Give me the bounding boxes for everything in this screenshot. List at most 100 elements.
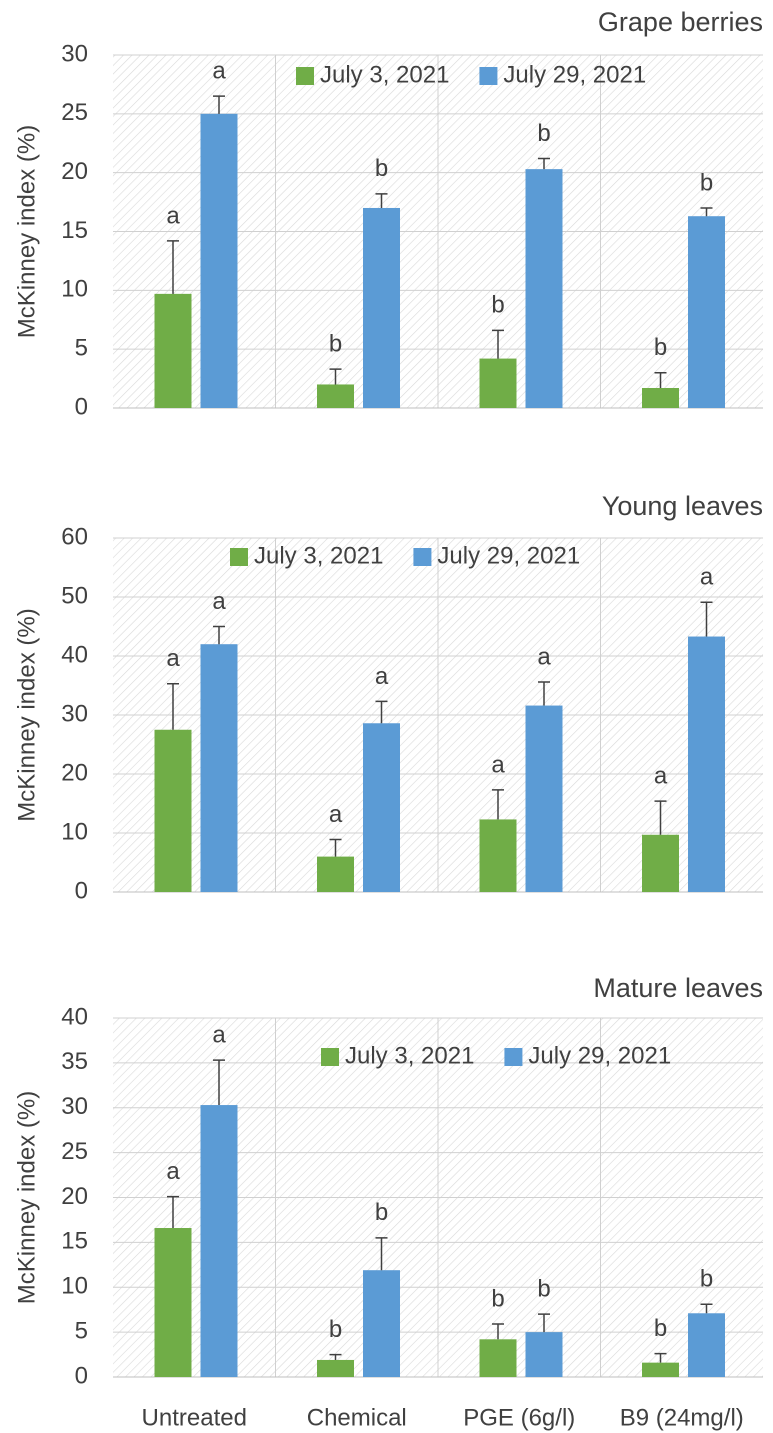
legend-swatch — [321, 1048, 339, 1066]
error-bar — [329, 368, 342, 385]
significance-letter: b — [700, 1266, 713, 1293]
y-tick-label: 60 — [61, 523, 88, 550]
y-tick-label: 50 — [61, 582, 88, 609]
y-tick-label: 40 — [61, 641, 88, 668]
y-tick-label: 15 — [61, 217, 88, 244]
significance-letter: a — [212, 58, 226, 85]
error-bar — [492, 789, 504, 820]
bar — [479, 358, 517, 408]
y-tick-label: 10 — [61, 1273, 88, 1300]
y-axis-label: McKinney index (%) — [13, 1091, 40, 1304]
error-bar — [538, 157, 550, 170]
error-bar — [538, 681, 550, 706]
error-bar — [375, 1237, 388, 1271]
legend-label: July 3, 2021 — [345, 1042, 474, 1069]
y-axis-label: McKinney index (%) — [13, 608, 40, 821]
error-bar — [700, 207, 713, 217]
significance-letter: b — [329, 1316, 342, 1343]
y-tick-label: 30 — [61, 700, 88, 727]
bar — [363, 207, 400, 408]
bar — [154, 729, 192, 892]
bar — [642, 834, 679, 892]
bar — [479, 819, 517, 892]
significance-letter: b — [491, 292, 504, 319]
significance-letter: b — [700, 169, 713, 196]
bar — [154, 293, 192, 408]
y-tick-label: 20 — [61, 158, 88, 185]
significance-letter: a — [537, 643, 551, 670]
y-tick-label: 25 — [61, 99, 88, 126]
x-tick-label: B9 (24mg/l) — [620, 1404, 744, 1431]
error-bar — [213, 1059, 225, 1106]
chart: Mature leaves McKinney index (%) 0 5 10 15 20 2… — [13, 973, 763, 1431]
bar — [688, 1313, 725, 1377]
chart: Grape berries McKinney index (%) 0 5 10 15 20 2… — [13, 7, 763, 420]
y-tick-label: 0 — [75, 877, 88, 904]
significance-letter: b — [537, 120, 550, 147]
y-tick-label: 0 — [75, 393, 88, 420]
bar — [317, 1359, 354, 1377]
y-axis-label: McKinney index (%) — [13, 125, 40, 338]
legend-label: July 29, 2021 — [437, 542, 580, 569]
significance-letter: a — [166, 645, 180, 672]
error-bar — [167, 682, 179, 730]
bar — [363, 723, 400, 892]
y-tick-label: 10 — [61, 818, 88, 845]
chart-title: Mature leaves — [593, 973, 763, 1003]
bar — [525, 705, 563, 892]
bar — [479, 1339, 517, 1377]
error-bar — [700, 601, 713, 637]
bar — [688, 636, 725, 892]
error-bar — [654, 800, 667, 835]
bar — [525, 1332, 563, 1377]
bar — [154, 1228, 192, 1377]
legend-label: July 3, 2021 — [254, 542, 383, 569]
significance-letter: a — [212, 1022, 226, 1049]
error-bar — [213, 625, 225, 645]
legend-swatch — [413, 548, 432, 566]
legend-swatch — [479, 67, 498, 85]
y-tick-label: 25 — [61, 1138, 88, 1165]
y-tick-label: 40 — [61, 1003, 88, 1030]
chart-title: Young leaves — [602, 491, 763, 521]
significance-letter: a — [166, 1158, 180, 1185]
error-bar — [654, 1352, 667, 1363]
significance-letter: a — [166, 202, 180, 229]
bar — [642, 387, 679, 408]
significance-letter: a — [375, 663, 389, 690]
error-bar — [167, 1195, 179, 1229]
bar — [200, 644, 238, 892]
significance-letter: a — [654, 762, 668, 789]
significance-letter: b — [329, 331, 342, 358]
y-tick-label: 30 — [61, 1093, 88, 1120]
significance-letter: b — [654, 334, 667, 361]
chart: Young leaves McKinney index (%) 0 10 20 30 40 5… — [13, 491, 763, 904]
significance-letter: a — [700, 564, 714, 591]
y-tick-label: 5 — [75, 1317, 88, 1344]
bar — [642, 1362, 679, 1377]
x-tick-label: Untreated — [142, 1404, 247, 1431]
error-bar — [700, 1303, 713, 1314]
significance-letter: b — [375, 1199, 388, 1226]
significance-letter: a — [212, 588, 226, 615]
y-tick-label: 5 — [75, 335, 88, 362]
bar — [688, 216, 725, 408]
x-tick-label: PGE (6g/l) — [463, 1404, 575, 1431]
significance-letter: b — [375, 155, 388, 182]
error-bar — [654, 371, 667, 388]
y-tick-label: 35 — [61, 1048, 88, 1075]
significance-letter: b — [654, 1315, 667, 1342]
legend-label: July 29, 2021 — [528, 1042, 671, 1069]
legend-swatch — [230, 548, 248, 566]
bar — [363, 1270, 400, 1377]
error-bar — [492, 329, 504, 359]
bar — [317, 384, 354, 408]
bar — [525, 169, 563, 408]
y-tick-label: 15 — [61, 1228, 88, 1255]
error-bar — [492, 1323, 504, 1340]
x-tick-label: Chemical — [307, 1404, 407, 1431]
bar — [200, 113, 238, 408]
legend-label: July 3, 2021 — [320, 61, 449, 88]
error-bar — [213, 95, 225, 114]
